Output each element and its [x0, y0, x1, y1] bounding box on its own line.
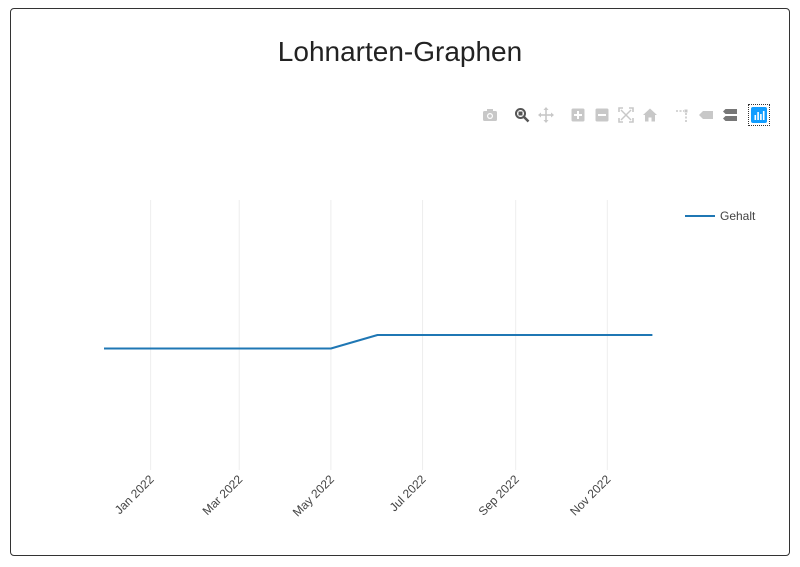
zoom-icon[interactable]	[510, 104, 534, 126]
x-tick-label: Mar 2022	[200, 472, 246, 518]
legend[interactable]: Gehalt	[685, 209, 756, 223]
x-tick-label: Jan 2022	[112, 472, 157, 517]
hover-closest-icon[interactable]	[694, 104, 718, 126]
zoom-out-icon[interactable]	[590, 104, 614, 126]
hover-compare-icon[interactable]	[718, 104, 742, 126]
plot-modebar	[478, 104, 770, 126]
autoscale-icon[interactable]	[614, 104, 638, 126]
zoom-in-icon[interactable]	[566, 104, 590, 126]
x-tick-label: Jul 2022	[387, 472, 429, 514]
legend-label[interactable]: Gehalt	[720, 209, 756, 223]
spike-lines-icon[interactable]	[670, 104, 694, 126]
series-layer	[104, 334, 653, 350]
series-line-gehalt[interactable]	[104, 334, 653, 350]
x-tick-label: Nov 2022	[567, 472, 613, 518]
x-tick-labels: Jan 2022 Mar 2022 May 2022 Jul 2022 Sep 2022…	[112, 472, 614, 519]
home-icon[interactable]	[638, 104, 662, 126]
chart-title: Lohnarten-Graphen	[277, 36, 523, 67]
x-tick-label: May 2022	[290, 472, 337, 519]
plotly-logo-icon[interactable]	[748, 104, 770, 126]
x-tick-label: Sep 2022	[476, 472, 522, 518]
camera-icon[interactable]	[478, 104, 502, 126]
chart-frame	[10, 8, 790, 556]
pan-icon[interactable]	[534, 104, 558, 126]
